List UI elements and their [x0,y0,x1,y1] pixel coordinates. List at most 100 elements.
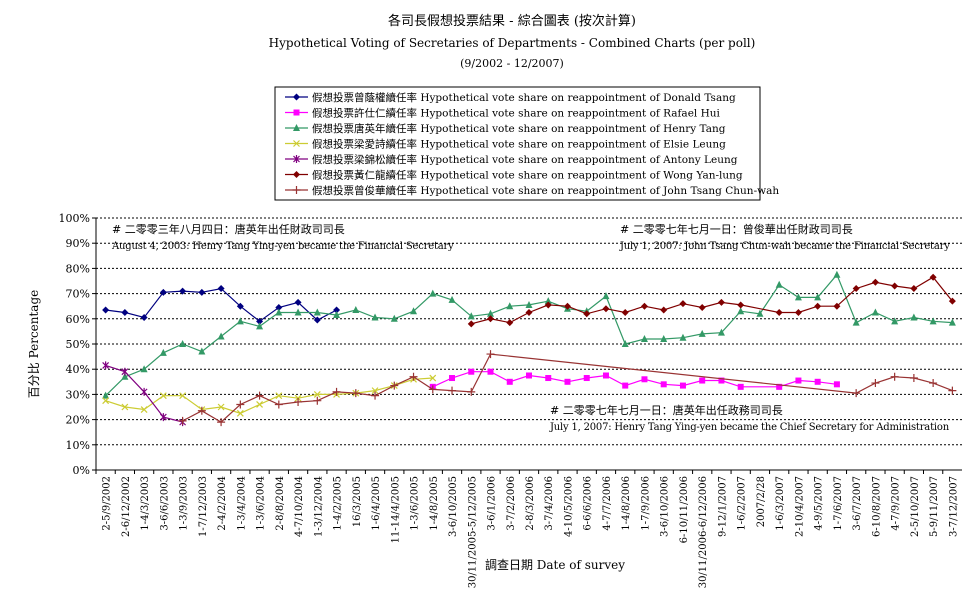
data-point [775,309,783,316]
data-point [486,350,495,359]
data-point [525,309,533,316]
data-point [640,334,648,342]
data-point [909,374,918,383]
data-point [217,403,225,411]
data-point [390,314,398,322]
data-point [871,308,879,316]
data-point [351,389,360,398]
x-tick-label: 1-6/3/2007 [775,476,786,531]
data-point [102,397,110,405]
legend-entry: 假想投票梁愛詩續任率 Hypothetical vote share on re… [285,138,726,151]
legend-marker [293,124,300,131]
legend-entry: 假想投票許仕仁續任率 Hypothetical vote share on re… [285,107,721,120]
x-tick-label: 4-9/5/2007 [814,476,825,531]
data-point [717,328,725,336]
data-point [409,372,418,381]
data-point [159,392,167,400]
legend-entry: 假想投票黃仁龍續任率 Hypothetical vote share on re… [285,169,743,182]
data-point [929,317,937,325]
data-point [833,302,841,310]
data-point [275,308,283,316]
data-point [333,306,341,314]
data-point [140,314,148,322]
data-point [910,313,918,321]
x-tick-label: 1-3/6/2005 [410,476,421,531]
data-point [352,305,360,313]
data-point [121,309,129,316]
data-point [814,302,822,310]
data-point [140,406,148,413]
y-tick-label: 80% [66,262,90,275]
data-point [467,387,476,396]
data-point [737,307,745,315]
data-point [583,375,590,382]
data-point [179,287,187,295]
data-point [602,372,609,379]
y-tick-label: 10% [66,439,90,452]
data-point [929,273,937,281]
data-point [121,372,129,380]
data-point [236,302,244,310]
x-tick-label: 9-12/1/2007 [717,476,728,537]
data-point [698,303,706,311]
data-point [660,334,668,342]
x-tick-label: 4-7/7/2006 [602,476,613,531]
data-point [313,308,321,316]
x-tick-label: 30/11/2006-6/12/2006 [698,476,709,588]
legend-label: 假想投票曾俊華續任率 Hypothetical vote share on re… [312,184,779,197]
data-point [159,348,167,356]
x-tick-label: 2-10/4/2007 [794,476,805,537]
x-tick-label: 6-10/11/2006 [679,476,690,543]
y-axis-label: 百分比 Percentage [27,290,41,399]
data-point [641,376,648,383]
data-point [217,285,225,293]
x-tick-label: 3-6/1/2006 [487,476,498,531]
legend-entry: 假想投票曾蔭權續任率 Hypothetical vote share on re… [285,91,736,104]
data-point [236,317,244,325]
data-point [871,278,879,286]
data-point [910,285,918,293]
x-tick-label: 2-5/9/2002 [102,476,113,531]
data-point [274,400,283,409]
data-point [255,391,264,400]
data-point [294,298,302,306]
x-tick-label: 1-6/4/2005 [371,476,382,531]
data-point [871,379,880,388]
data-point [814,378,821,385]
x-tick-label: 1-6/2/2007 [737,476,748,531]
data-point [679,333,687,341]
data-point [313,390,321,398]
y-tick-label: 20% [66,414,90,427]
x-tick-label: 6-10/8/2007 [871,476,882,537]
data-point [371,387,379,395]
legend-entry: 假想投票梁錦松續任率 Hypothetical vote share on re… [285,153,738,166]
legend-marker [293,140,300,147]
data-point [159,288,167,296]
data-point [102,306,110,314]
data-point [428,385,437,394]
data-point [429,374,437,382]
data-point [448,295,456,303]
data-point [660,381,667,388]
data-point [487,315,495,323]
annotation-henry-fs-zh: # 二零零三年八月四日：唐英年出任財政司司長 [112,222,345,236]
x-tick-label: 2-8/8/2004 [275,476,286,531]
series-2 [102,270,956,399]
data-point [679,382,686,389]
legend-label: 假想投票梁錦松續任率 Hypothetical vote share on re… [312,153,738,166]
legend-marker [292,186,301,194]
data-point [776,383,783,390]
data-point [699,377,706,384]
legend-box [274,86,761,201]
data-point [545,375,552,382]
data-point [948,318,956,326]
y-tick-label: 0% [73,464,90,477]
data-point [621,340,629,347]
data-point [256,401,264,408]
legend-label: 假想投票黃仁龍續任率 Hypothetical vote share on re… [312,169,743,182]
data-point [717,298,725,306]
legend-label: 假想投票許仕仁續任率 Hypothetical vote share on re… [312,107,721,120]
x-tick-label: 2-4/2/2004 [217,476,228,531]
data-point [198,347,206,355]
